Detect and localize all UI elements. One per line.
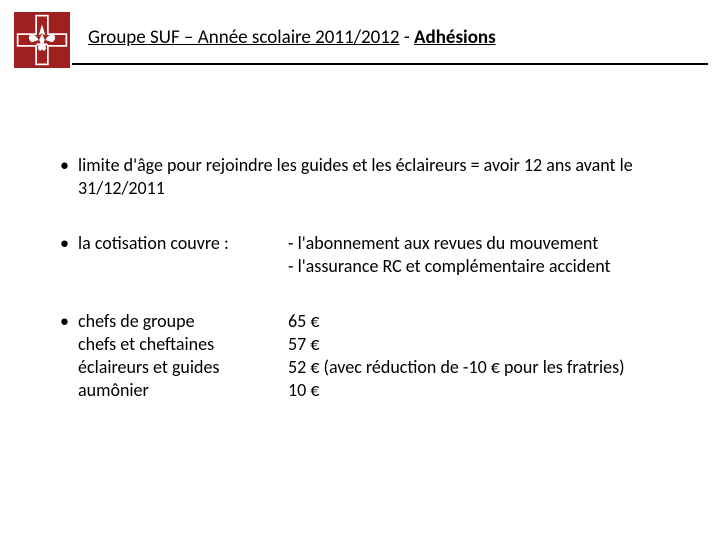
title-adhesions: Adhésions — [414, 26, 496, 49]
bullet-item-2: • la cotisation couvre : - l'abonnement … — [60, 232, 680, 278]
price-4: 10 € — [288, 379, 680, 402]
title-prefix: Groupe SUF – Année scolaire 2011/2012 — [88, 26, 400, 49]
role-1: chefs de groupe — [78, 310, 288, 333]
bullet-icon: • — [60, 232, 78, 255]
role-3: éclaireurs et guides — [78, 356, 288, 379]
price-3: 52 € (avec réduction de -10 € pour les f… — [288, 356, 680, 379]
item3-prices: 65 € 57 € 52 € (avec réduction de -10 € … — [288, 310, 680, 402]
bullet-icon: • — [60, 154, 78, 177]
item2-lines: - l'abonnement aux revues du mouvement -… — [288, 232, 680, 278]
title-sep: - — [400, 26, 414, 49]
item1-text: limite d'âge pour rejoindre les guides e… — [78, 154, 680, 200]
slide-content: • limite d'âge pour rejoindre les guides… — [0, 68, 720, 402]
bullet-item-1: • limite d'âge pour rejoindre les guides… — [60, 154, 680, 200]
price-2: 57 € — [288, 333, 680, 356]
bullet-icon: • — [60, 310, 78, 333]
item2-line1: - l'abonnement aux revues du mouvement — [288, 232, 680, 255]
item2-line2: - l'assurance RC et complémentaire accid… — [288, 255, 680, 278]
item3-roles: chefs de groupe chefs et cheftaines écla… — [78, 310, 288, 402]
role-2: chefs et cheftaines — [78, 333, 288, 356]
role-4: aumônier — [78, 379, 288, 402]
price-1: 65 € — [288, 310, 680, 333]
slide-title: Groupe SUF – Année scolaire 2011/2012 - … — [88, 26, 496, 49]
title-wrap: Groupe SUF – Année scolaire 2011/2012 - … — [88, 26, 496, 55]
item2-label: la cotisation couvre : — [78, 232, 288, 255]
suf-logo — [14, 12, 70, 68]
bullet-item-3: • chefs de groupe chefs et cheftaines éc… — [60, 310, 680, 402]
slide-header: Groupe SUF – Année scolaire 2011/2012 - … — [0, 0, 720, 68]
header-rule — [72, 63, 708, 65]
